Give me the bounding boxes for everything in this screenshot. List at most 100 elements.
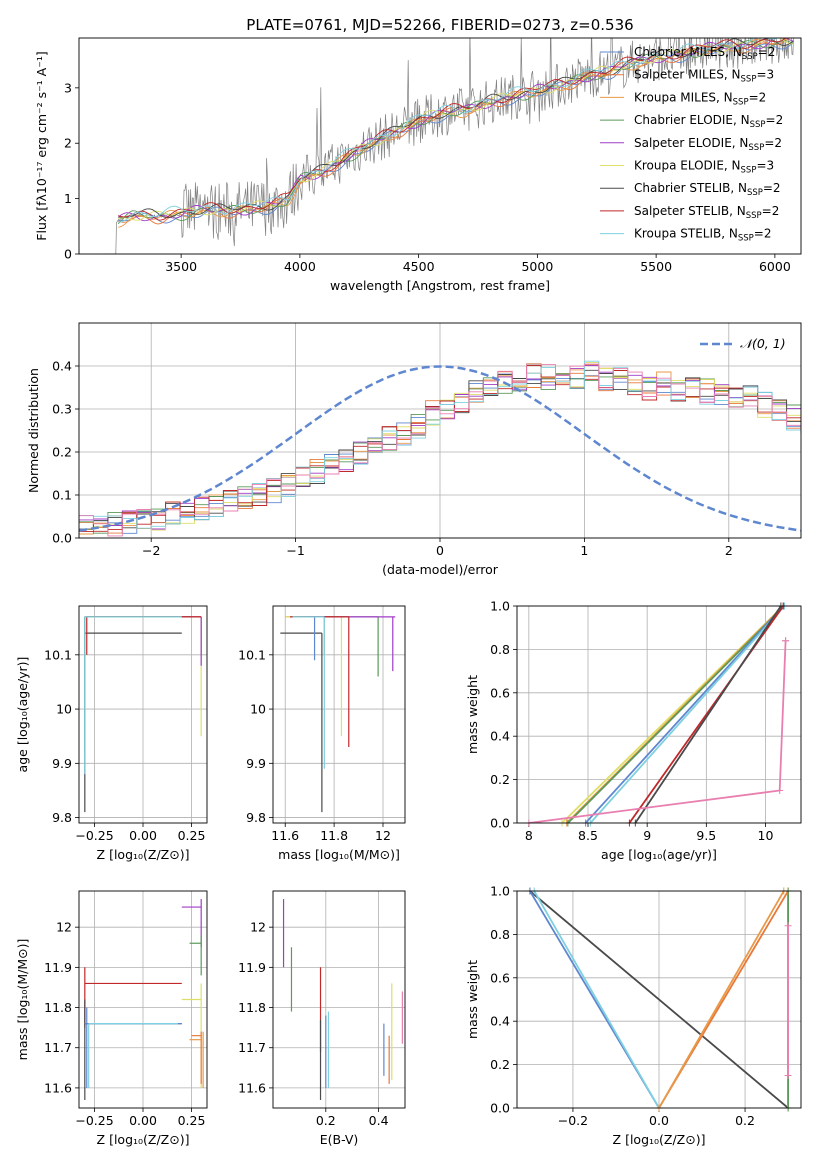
panel-massweight-vs-age: 8 8.5 9 9.5 10 0.0 0.2 0.4 0.6 0.8 1.0 age [log₁₀(a…	[465, 599, 802, 862]
x-tick-label: 12	[375, 828, 391, 843]
x-tick-label: 3500	[165, 259, 197, 274]
y-tick-label: 3	[64, 80, 72, 95]
x-tick-label: 11.6	[271, 828, 299, 843]
y-tick-label: 11.7	[44, 1040, 72, 1055]
x-tick-label: 10	[758, 828, 774, 843]
y-tick-label: 10.1	[44, 647, 72, 662]
y-tick-label: 0.0	[490, 816, 510, 831]
y-axis-label: Normed distribution	[26, 368, 41, 493]
y-axis-label: mass [log₁₀(M/M⊙)]	[15, 939, 30, 1061]
y-tick-label: 12	[56, 920, 72, 935]
x-tick-label: 0.25	[178, 1113, 206, 1128]
y-tick-label: 0.4	[52, 359, 72, 374]
x-axis-label: Z [log₁₀(Z/Z⊙)]	[97, 1132, 190, 1147]
weight-line-3	[567, 606, 786, 823]
panel-age-vs-z: −0.25 0.00 0.25 9.8 9.9 10 10.1 Z [log₁₀(Z/Z⊙)]…	[15, 605, 208, 862]
weight-point-8	[776, 786, 784, 794]
y-tick-label: 9.9	[52, 756, 72, 771]
legend-label: Kroupa ELODIE, NSSP=3	[634, 159, 774, 176]
weight-line-4	[584, 606, 784, 823]
panel-mass-vs-ebv: 0.2 0.4 11.6 11.7 11.8 11.9 12 E(B-V)	[238, 890, 406, 1147]
x-axis-label: E(B-V)	[320, 1132, 359, 1147]
x-tick-label: −0.2	[558, 1113, 588, 1128]
x-tick-label: 0.2	[316, 1113, 336, 1128]
plot-area	[517, 891, 801, 1108]
axes-frame	[272, 605, 406, 824]
y-axis-label: mass weight	[465, 960, 480, 1039]
x-tick-label: 8.5	[578, 828, 598, 843]
histogram-step-1	[79, 373, 801, 538]
x-tick-label: 4500	[403, 259, 435, 274]
y-tick-label: 10	[250, 702, 266, 717]
x-axis-label: wavelength [Angstrom, rest frame]	[330, 278, 550, 293]
weight-line-5	[589, 606, 786, 823]
figure-title: PLATE=0761, MJD=52266, FIBERID=0273, z=0…	[246, 16, 633, 34]
plot-area	[102, 38, 794, 254]
legend-label: Salpeter MILES, NSSP=3	[634, 68, 774, 85]
model-line-6	[118, 38, 794, 221]
x-axis-label: age [log₁₀(age/yr)]	[601, 847, 717, 862]
y-axis-label: age [log₁₀(age/yr)]	[15, 657, 30, 773]
x-tick-label: 5500	[640, 259, 672, 274]
histogram-step-5	[79, 365, 801, 538]
y-tick-label: 0.6	[490, 685, 510, 700]
model-line-7	[118, 38, 794, 219]
x-tick-label: 0.4	[369, 1113, 389, 1128]
legend-label: Chabrier STELIB, NSSP=2	[634, 181, 781, 198]
x-tick-label: −1	[286, 543, 304, 558]
x-tick-label: −0.25	[75, 1113, 113, 1128]
x-tick-label: 0	[436, 543, 444, 558]
weight-point-8	[782, 637, 790, 645]
plot-area	[79, 891, 207, 1108]
y-tick-label: 0.0	[52, 531, 72, 546]
weight-line-1	[529, 891, 789, 1108]
y-tick-label: 11.6	[238, 1080, 266, 1095]
axes-frame	[78, 890, 208, 1109]
panel-spectrum: 3500 4000 4500 5000 5500 6000 0 1 2 3 wavelength […	[34, 37, 802, 293]
y-tick-label: 11.8	[238, 1000, 266, 1015]
weight-line-7	[634, 606, 782, 823]
y-tick-label: 1.0	[490, 884, 510, 899]
plot-area	[273, 891, 405, 1108]
y-tick-label: 0.3	[52, 402, 72, 417]
y-tick-label: 0.4	[490, 729, 510, 744]
axes-frame	[516, 890, 802, 1109]
y-tick-label: 12	[250, 920, 266, 935]
y-tick-label: 0.2	[52, 445, 72, 460]
x-tick-label: 0.00	[129, 1113, 157, 1128]
x-tick-label: −0.25	[75, 828, 113, 843]
model-line-5	[117, 38, 794, 222]
y-tick-label: 9.8	[246, 810, 266, 825]
x-axis-label: (data-model)/error	[382, 562, 499, 577]
y-tick-label: 1.0	[490, 599, 510, 614]
y-tick-label: 11.7	[238, 1040, 266, 1055]
y-tick-label: 11.9	[44, 960, 72, 975]
panel-age-vs-mass: 11.6 11.8 12 9.8 9.9 10 10.1 mass [log₁₀(M/M⊙)]	[238, 605, 406, 862]
y-tick-label: 0.8	[490, 642, 510, 657]
legend-label: Kroupa MILES, NSSP=2	[634, 90, 766, 107]
weight-line-5	[658, 891, 785, 1108]
y-tick-label: 10	[56, 702, 72, 717]
panel-massweight-vs-z: −0.2 0.0 0.2 0.0 0.2 0.4 0.6 0.8 1.0 Z [log₁₀(Z/Z…	[465, 884, 802, 1147]
y-tick-label: 0.2	[490, 1057, 510, 1072]
y-tick-label: 9.9	[246, 756, 266, 771]
panel-residuals: −2 −1 0 1 2 0.0 0.1 0.2 0.3 0.4 (data-model)/error…	[26, 322, 802, 577]
x-tick-label: 6000	[759, 259, 791, 274]
x-tick-label: 2	[725, 543, 733, 558]
weight-point-8	[784, 1071, 792, 1079]
legend-label: Salpeter STELIB, NSSP=2	[634, 204, 779, 221]
y-tick-label: 0.4	[490, 1014, 510, 1029]
axes-frame	[516, 605, 802, 824]
model-line-9	[118, 38, 780, 223]
x-axis-label: mass [log₁₀(M/M⊙)]	[278, 847, 400, 862]
legend-label: Chabrier ELODIE, NSSP=2	[634, 113, 783, 130]
axes-frame	[272, 890, 406, 1109]
panel-mass-vs-z: −0.25 0.00 0.25 11.6 11.7 11.8 11.9 12 Z [log₁₀(…	[15, 890, 208, 1147]
x-axis-label: Z [log₁₀(Z/Z⊙)]	[97, 847, 190, 862]
legend-label: Salpeter ELODIE, NSSP=2	[634, 136, 782, 153]
x-tick-label: 0.00	[129, 828, 157, 843]
x-axis-label: Z [log₁₀(Z/Z⊙)]	[613, 1132, 706, 1147]
y-tick-label: 0.2	[490, 772, 510, 787]
weight-point-8	[784, 922, 792, 930]
gaussian-curve	[79, 365, 801, 532]
